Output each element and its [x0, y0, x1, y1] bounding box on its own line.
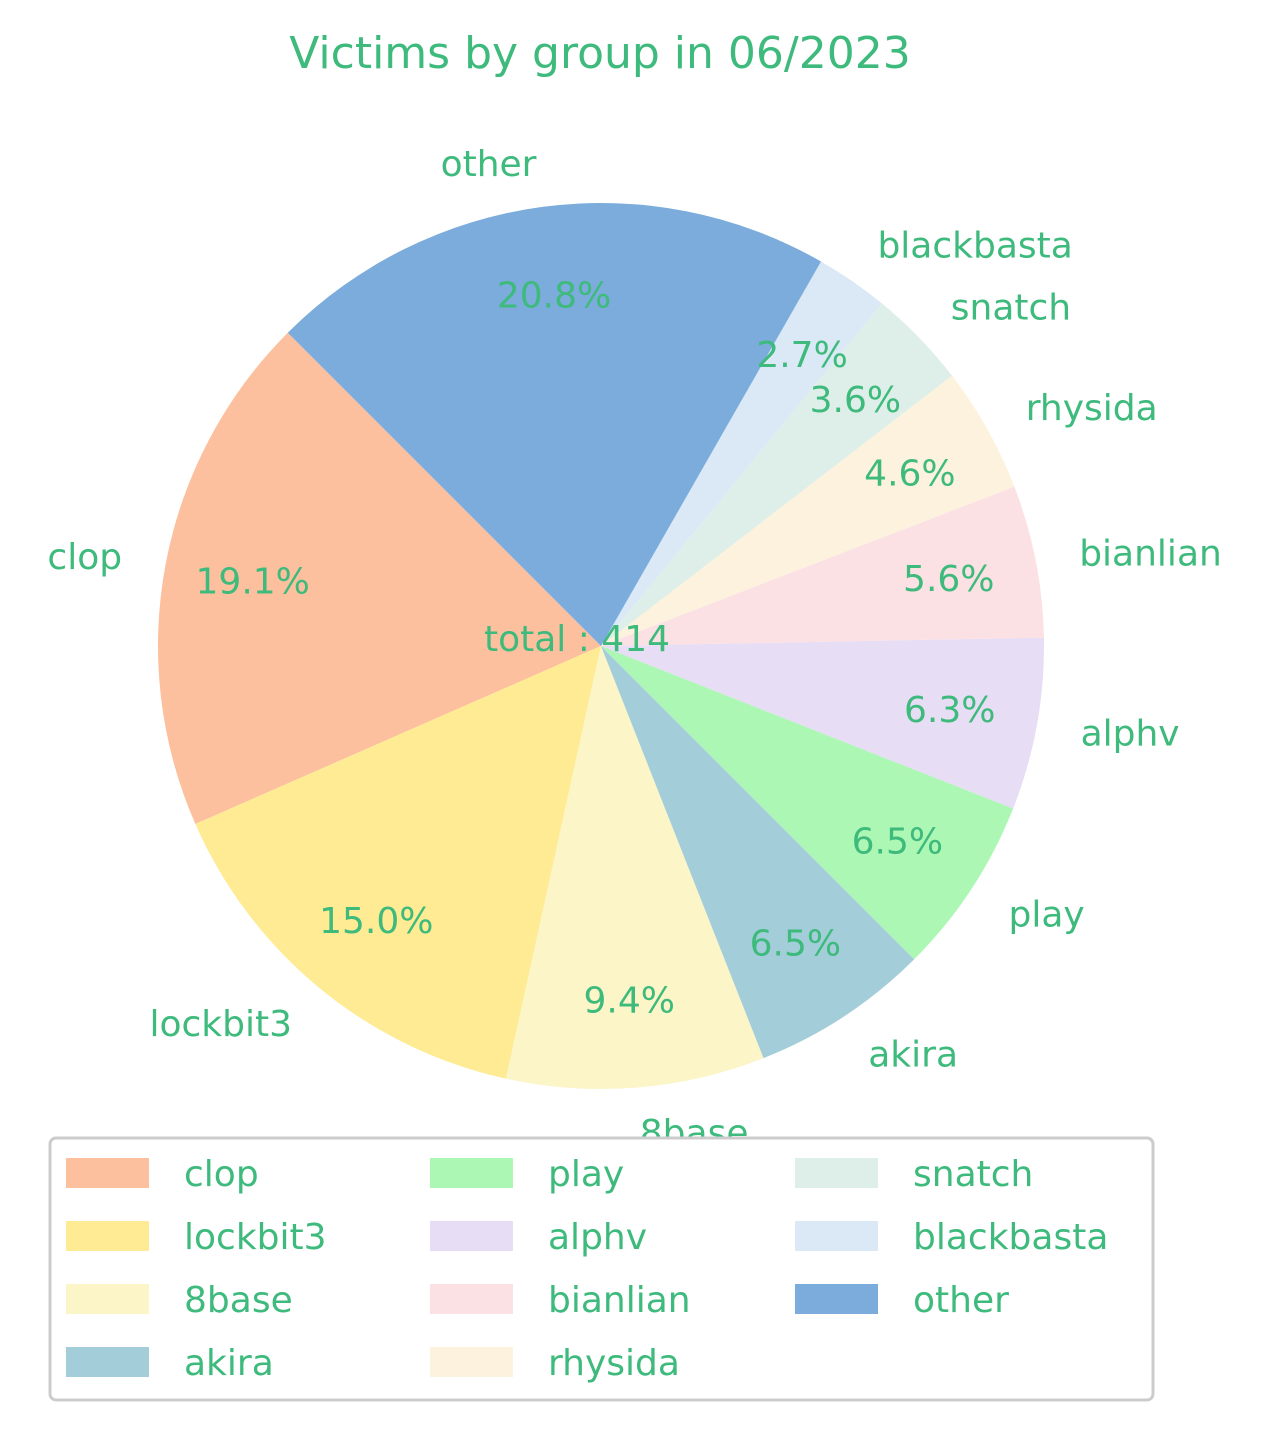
legend-swatch-8base [66, 1284, 149, 1314]
percent-label-alphv: 6.3% [904, 690, 995, 731]
percent-label-clop: 19.1% [196, 561, 310, 602]
legend-swatch-clop [66, 1158, 149, 1188]
legend-label-bianlian: bianlian [548, 1280, 691, 1321]
percent-label-rhysida: 4.6% [864, 453, 955, 494]
pie-slice-akira [601, 646, 915, 1059]
slice-label-other: other [441, 144, 537, 185]
percent-label-snatch: 3.6% [810, 380, 901, 421]
legend-swatch-lockbit3 [66, 1221, 149, 1251]
slice-label-bianlian: bianlian [1079, 533, 1222, 574]
legend: clop lockbit3 8base akira play alphv bianlian r… [48, 1136, 1155, 1402]
legend-swatch-rhysida [430, 1347, 513, 1377]
pie-slice-lockbit3 [195, 646, 601, 1079]
percent-label-bianlian: 5.6% [903, 559, 994, 600]
legend-swatch-other [795, 1284, 878, 1314]
legend-label-8base: 8base [184, 1280, 293, 1321]
pie-slice-bianlian [601, 486, 1044, 646]
slice-label-blackbasta: blackbasta [877, 226, 1072, 267]
slice-label-lockbit3: lockbit3 [149, 1004, 292, 1045]
legend-swatch-bianlian [430, 1284, 513, 1314]
percent-label-akira: 6.5% [750, 923, 841, 964]
slice-label-rhysida: rhysida [1026, 388, 1158, 429]
slice-label-akira: akira [868, 1034, 958, 1075]
pie-slice-alphv [601, 637, 1044, 809]
slice-label-play: play [1008, 894, 1084, 935]
percent-label-blackbasta: 2.7% [756, 335, 847, 376]
slice-labels: 19.1%clop15.0%lockbit39.4%8base6.5%akira… [47, 144, 1221, 1154]
slice-label-alphv: alphv [1081, 713, 1180, 754]
legend-label-rhysida: rhysida [548, 1343, 680, 1384]
legend-label-lockbit3: lockbit3 [184, 1217, 327, 1258]
legend-label-clop: clop [184, 1154, 259, 1195]
legend-label-other: other [913, 1280, 1009, 1321]
pie-slice-snatch [601, 303, 952, 646]
percent-label-lockbit3: 15.0% [319, 901, 433, 942]
percent-label-8base: 9.4% [583, 980, 674, 1021]
percent-label-play: 6.5% [852, 821, 943, 862]
chart-title: Victims by group in 06/2023 [289, 28, 910, 79]
legend-label-snatch: snatch [913, 1154, 1033, 1195]
legend-label-blackbasta: blackbasta [913, 1217, 1108, 1258]
legend-swatch-blackbasta [795, 1221, 878, 1251]
legend-label-alphv: alphv [548, 1217, 647, 1258]
slice-label-snatch: snatch [951, 288, 1071, 329]
legend-swatch-play [430, 1158, 513, 1188]
pie-slice-8base [505, 646, 764, 1089]
total-label: total : 414 [484, 619, 670, 660]
legend-swatch-snatch [795, 1158, 878, 1188]
pie-slice-other [287, 203, 822, 646]
legend-label-play: play [548, 1154, 624, 1195]
slice-label-clop: clop [47, 537, 122, 578]
pie-slice-play [601, 646, 1014, 960]
pie-slice-rhysida [601, 375, 1015, 646]
legend-label-akira: akira [184, 1343, 274, 1384]
pie-slices [158, 203, 1044, 1089]
legend-swatch-alphv [430, 1221, 513, 1251]
legend-frame [48, 1136, 1155, 1402]
legend-swatch-akira [66, 1347, 149, 1377]
pie-slice-clop [158, 332, 601, 825]
pie-slice-blackbasta [601, 261, 882, 646]
percent-label-other: 20.8% [497, 276, 611, 317]
